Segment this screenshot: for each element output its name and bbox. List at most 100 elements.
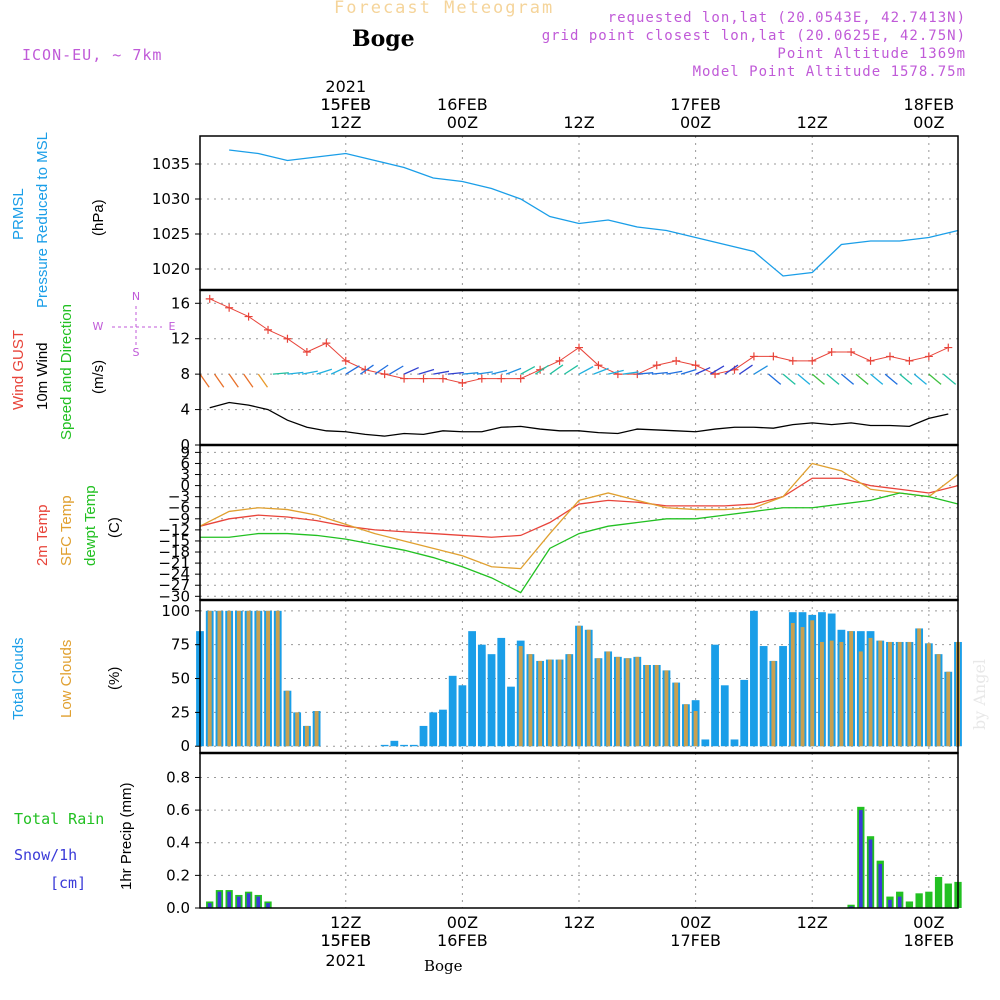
low-cloud-bar xyxy=(314,711,319,747)
ytick-label: 1035 xyxy=(152,155,190,173)
low-cloud-bar xyxy=(557,659,562,747)
gust-point xyxy=(438,374,447,383)
wind-arrow xyxy=(257,373,269,388)
low-cloud-bar xyxy=(897,641,902,747)
snow-bar xyxy=(897,896,902,908)
bottom-date-label: 15FEB xyxy=(320,931,371,950)
precip-label-rain: Total Rain xyxy=(14,810,105,828)
gust-point xyxy=(419,374,428,383)
ytick-label: −15 xyxy=(158,532,190,550)
wind-arrow xyxy=(666,370,683,375)
ytick-label: −3 xyxy=(168,488,190,506)
total-cloud-bar xyxy=(487,654,496,747)
gust-point xyxy=(672,356,681,365)
gust-point xyxy=(885,352,894,361)
total-cloud-bar xyxy=(458,685,467,747)
low-cloud-bar xyxy=(917,628,922,747)
snow-bar xyxy=(217,891,222,908)
precip-label-unit: [cm] xyxy=(50,874,87,892)
low-cloud-bar xyxy=(693,711,698,747)
wind-arrow xyxy=(753,365,768,375)
gust-point xyxy=(341,356,350,365)
wind-arrow xyxy=(330,366,346,375)
ytick-label: 1025 xyxy=(152,225,190,243)
location-name: Boge xyxy=(352,26,415,52)
top-date-label: 17FEB xyxy=(670,95,721,114)
snow-bar xyxy=(237,896,241,908)
wind-arrow xyxy=(738,364,753,375)
model-label: ICON-EU, ~ 7km xyxy=(22,46,163,64)
total-cloud-bar xyxy=(477,644,486,747)
wind-arrow xyxy=(491,369,508,375)
point-altitude: Point Altitude 1369m xyxy=(777,46,966,62)
ytick-label: −27 xyxy=(158,576,190,594)
low-cloud-bar xyxy=(217,610,222,747)
total-cloud-bar xyxy=(507,686,515,747)
ytick-label: 0.8 xyxy=(166,768,190,786)
low-cloud-bar xyxy=(800,627,805,747)
wind-arrow xyxy=(651,371,668,375)
wind-arrow xyxy=(199,373,210,388)
requested-coords: requested lon,lat (20.0543E, 42.7413N) xyxy=(607,10,966,26)
top-tick-label: 12Z xyxy=(797,113,828,132)
total-cloud-bar xyxy=(419,725,428,747)
low-cloud-bar xyxy=(577,625,581,747)
wind-arrow xyxy=(826,373,840,385)
wind-arrow xyxy=(870,373,884,385)
snow-bar xyxy=(878,863,883,908)
total-cloud-bar xyxy=(720,685,729,747)
wind-arrow xyxy=(782,373,796,385)
footer-location: Boge xyxy=(424,957,463,975)
top-tick-label: 00Z xyxy=(680,113,711,132)
top-tick-label: 12Z xyxy=(330,113,361,132)
wind-arrow xyxy=(855,373,869,385)
low-cloud-bar xyxy=(304,725,309,747)
wind-arrow xyxy=(243,373,254,388)
ytick-label: −30 xyxy=(158,587,190,605)
low-cloud-bar xyxy=(275,610,280,747)
snow-bar xyxy=(888,899,892,908)
low-cloud-bar xyxy=(236,610,241,747)
low-cloud-bar xyxy=(810,620,815,747)
bottom-tick-label: 12Z xyxy=(563,913,594,932)
gust-point xyxy=(808,356,817,365)
gust-point xyxy=(594,361,603,370)
total-cloud-bar xyxy=(380,744,389,747)
wind-arrow xyxy=(724,364,739,375)
gust-point xyxy=(380,370,389,379)
gust-point xyxy=(905,356,914,365)
top-date-label: 15FEB xyxy=(320,95,371,114)
wind-arrow xyxy=(637,372,654,375)
snow-bar xyxy=(256,896,261,908)
model-altitude: Model Point Altitude 1578.75m xyxy=(692,64,966,80)
gust-point xyxy=(749,352,758,361)
wind-arrow xyxy=(520,366,536,375)
low-cloud-bar xyxy=(771,660,776,747)
faded-title: Forecast Meteogram xyxy=(334,0,555,18)
total-cloud-bar xyxy=(779,646,787,747)
top-tick-label: 00Z xyxy=(913,113,944,132)
low-cloud-bar xyxy=(635,656,640,747)
total-cloud-bar xyxy=(468,631,476,747)
gust-point xyxy=(769,352,778,361)
bottom-tick-label: 00Z xyxy=(913,913,944,932)
total-cloud-bar xyxy=(759,646,768,747)
low-cloud-bar xyxy=(858,651,863,747)
snow-bar xyxy=(849,906,853,908)
gust-point xyxy=(264,325,273,334)
compass-cross xyxy=(112,306,162,348)
bottom-tick-label: 00Z xyxy=(680,913,711,932)
precip-label-snow: Snow/1h xyxy=(14,846,78,864)
low-cloud-bar xyxy=(674,682,679,747)
ytick-label: 4 xyxy=(180,401,190,419)
low-cloud-bar xyxy=(596,658,601,747)
low-cloud-bar xyxy=(256,610,261,747)
wind-arrow xyxy=(287,371,304,375)
bottom-tick-label: 00Z xyxy=(447,913,478,932)
ytick-label: 1020 xyxy=(152,260,190,278)
wind-arrow xyxy=(374,364,389,375)
wind-arrow xyxy=(228,373,239,388)
low-cloud-bar xyxy=(664,670,669,747)
top-date-label: 16FEB xyxy=(437,95,488,114)
